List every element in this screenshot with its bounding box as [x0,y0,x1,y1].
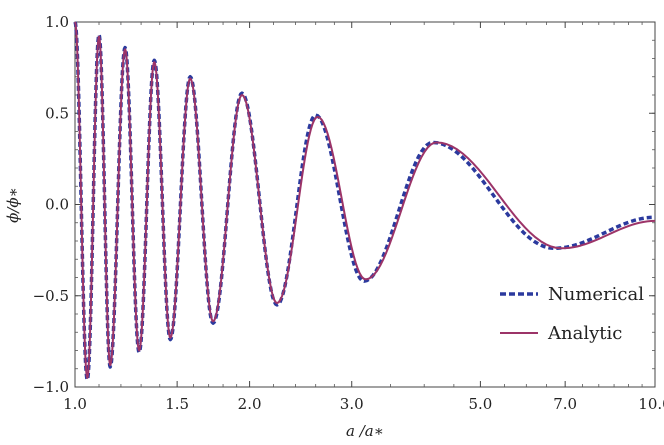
y-tick-label: −0.5 [33,287,69,305]
y-tick-label: −1.0 [33,378,69,396]
series-line-analytic [74,21,656,379]
x-tick-label: 2.0 [238,395,262,413]
x-tick-label: 1.5 [165,395,189,413]
x-axis-label: a /a∗ [346,422,384,440]
y-tick-label: 0.0 [45,196,69,214]
y-tick-label: 0.5 [45,104,69,122]
legend-label-numerical: Numerical [548,284,644,305]
y-tick-label: 1.0 [45,13,69,31]
legend-label-analytic: Analytic [547,323,622,344]
x-tick-label: 1.0 [63,395,87,413]
x-tick-label: 5.0 [468,395,492,413]
y-axis-label: ϕ/ϕ∗ [4,187,22,223]
x-tick-label: 7.0 [553,395,577,413]
legend: Numerical Analytic [500,284,644,344]
x-tick-label: 10.0 [638,395,664,413]
x-tick-label: 3.0 [340,395,364,413]
